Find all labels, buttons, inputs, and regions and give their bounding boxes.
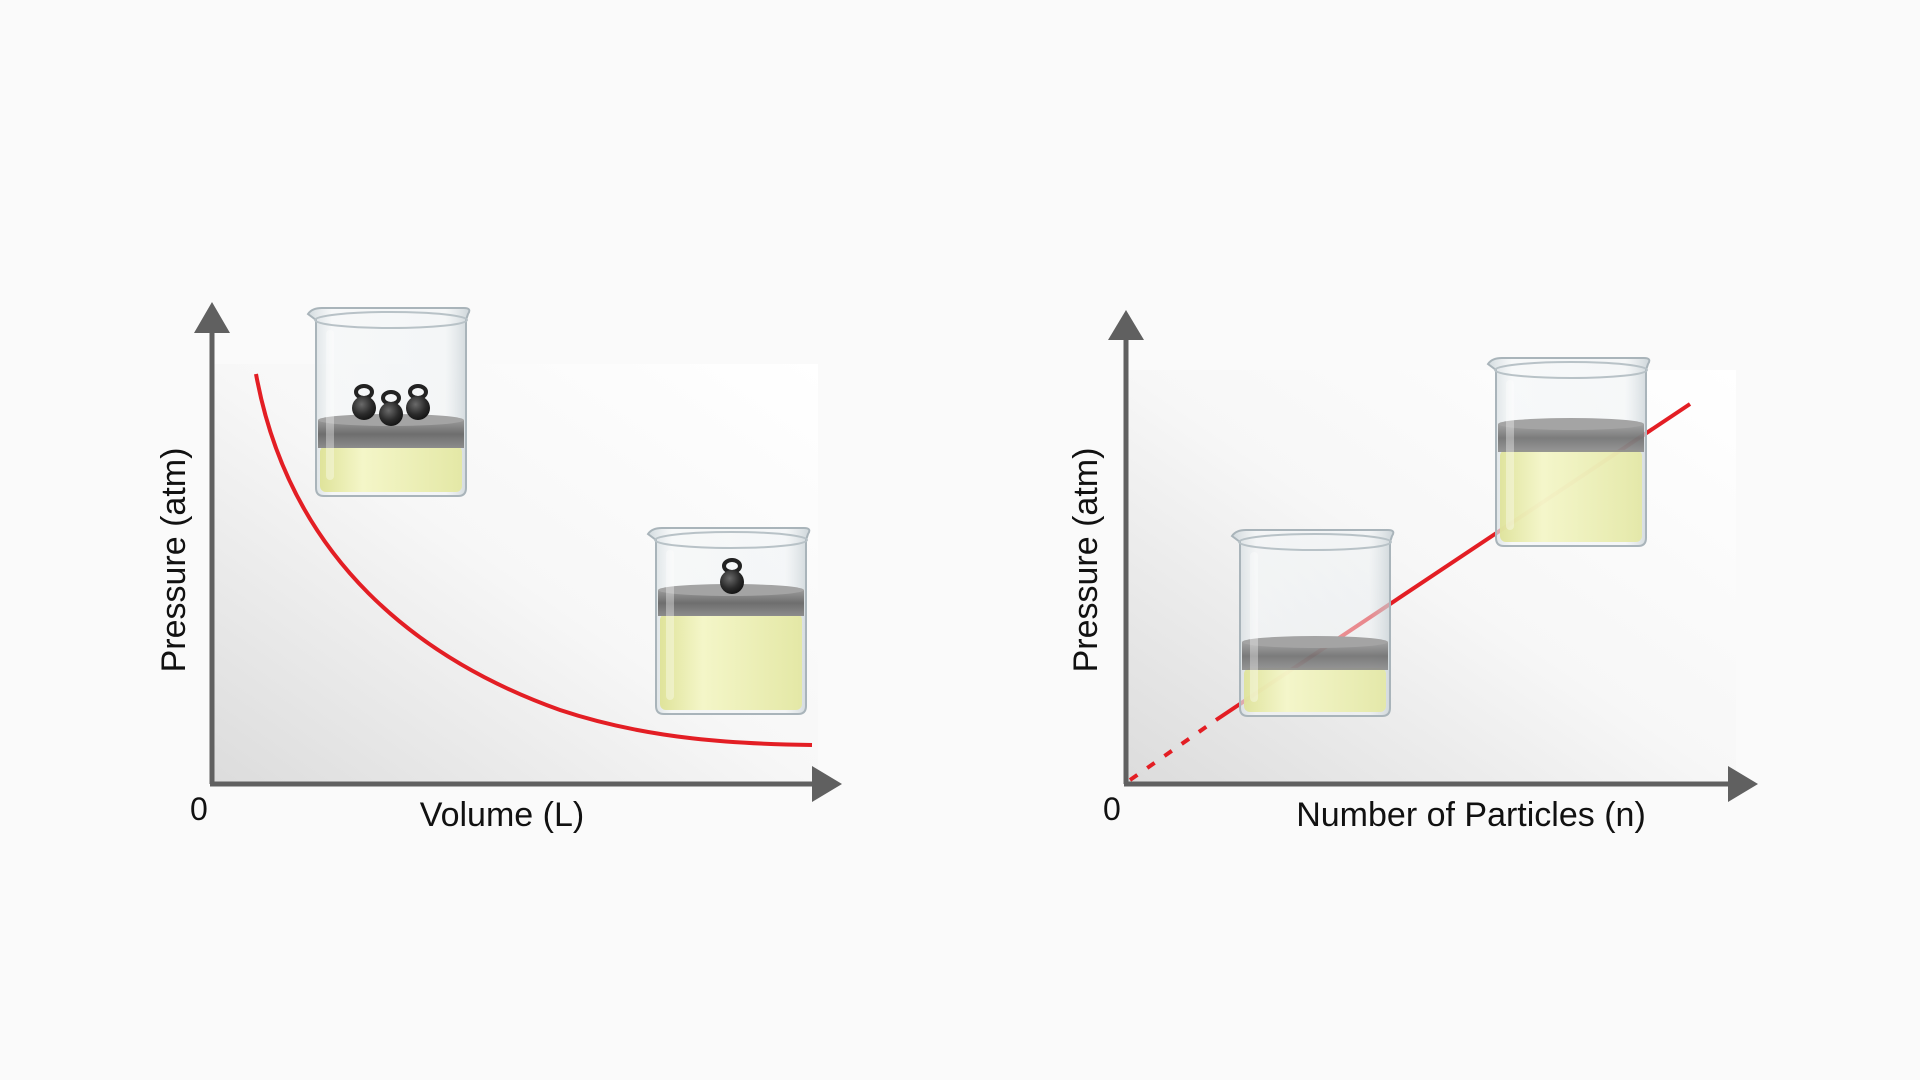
x-axis-label: Volume (L) xyxy=(420,796,584,834)
x-axis-label: Number of Particles (n) xyxy=(1296,796,1646,834)
glass-highlight xyxy=(1250,552,1258,702)
beaker-few-particles xyxy=(1230,529,1395,717)
y-axis-label: Pressure (atm) xyxy=(1067,448,1105,673)
extrapolation-line xyxy=(1128,718,1218,782)
beaker-rim xyxy=(654,531,808,549)
beaker-many-particles xyxy=(1486,357,1651,547)
piston-top xyxy=(1242,636,1388,648)
gas-region xyxy=(320,446,462,492)
piston-top xyxy=(1498,418,1644,430)
gas-region xyxy=(660,614,802,710)
beaker-expanded xyxy=(646,527,811,715)
beaker-rim xyxy=(314,311,468,329)
pressure-particles-diagram: 0 Number of Particles (n) Pressure (atm) xyxy=(1067,310,1758,834)
beaker-rim xyxy=(1238,533,1392,551)
weight xyxy=(720,558,744,594)
y-axis-arrowhead xyxy=(194,302,230,333)
inverse-curve xyxy=(254,373,813,747)
beaker-compressed xyxy=(306,307,471,497)
origin-label: 0 xyxy=(190,791,208,827)
origin-label: 0 xyxy=(1103,791,1121,827)
gas-region xyxy=(1244,668,1386,712)
x-axis-arrowhead xyxy=(812,766,842,802)
gas-region xyxy=(1500,450,1642,542)
y-axis-arrowhead xyxy=(1108,310,1144,340)
y-axis-label: Pressure (atm) xyxy=(155,448,193,673)
pressure-volume-diagram: 0 Volume (L) Pressure (atm) xyxy=(155,302,842,834)
glass-highlight xyxy=(666,550,674,700)
weight xyxy=(406,384,430,420)
beaker-rim xyxy=(1494,361,1648,379)
x-axis-arrowhead xyxy=(1728,766,1758,802)
weight xyxy=(352,384,376,420)
glass-highlight xyxy=(326,330,334,480)
glass-highlight xyxy=(1506,380,1514,530)
weight xyxy=(379,390,403,426)
